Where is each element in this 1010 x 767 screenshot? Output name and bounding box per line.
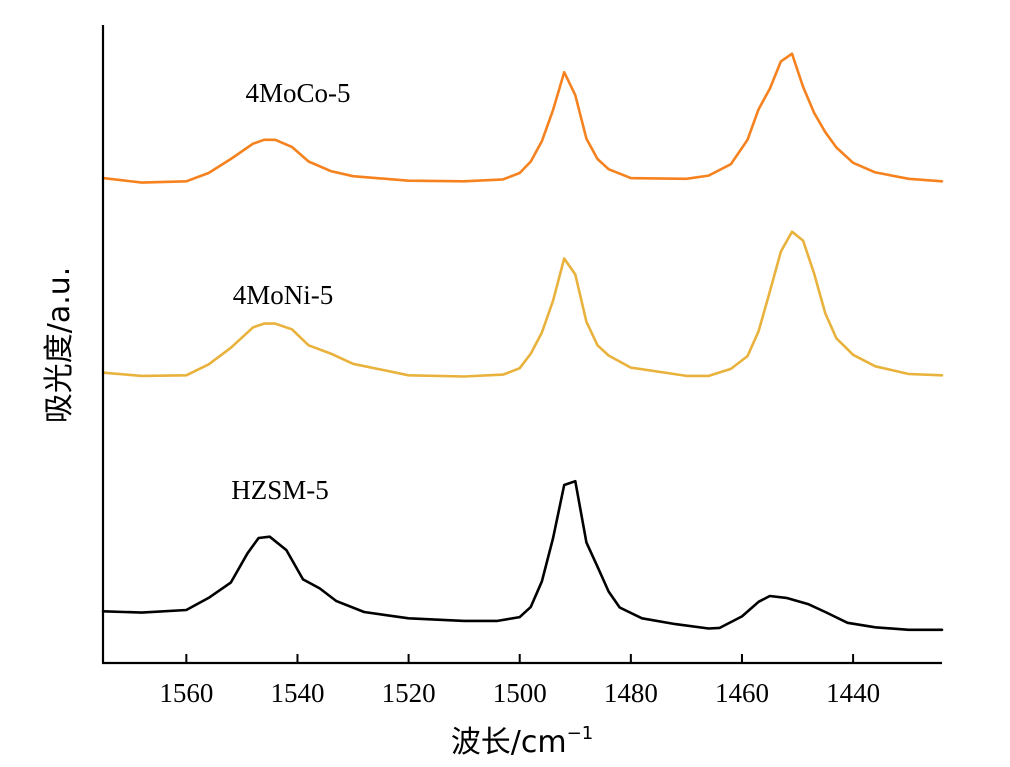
- x-tick-label: 1500: [493, 678, 547, 708]
- series-label-4moni-5: 4MoNi-5: [233, 280, 334, 310]
- x-axis-title-text: 波长/cm: [451, 725, 567, 760]
- x-axis-title-superscript: −1: [567, 723, 594, 744]
- series-labels: 4MoCo-5 4MoNi-5 HZSM-5: [231, 78, 350, 505]
- plot-area: [101, 52, 944, 632]
- x-axis-title: 波长/cm−1: [451, 723, 593, 760]
- x-tick-label: 1440: [826, 678, 880, 708]
- x-tick-label: 1520: [382, 678, 436, 708]
- x-tick-label: 1540: [270, 678, 324, 708]
- x-tick-label: 1460: [715, 678, 769, 708]
- series-line-hzsm-5: [101, 479, 944, 632]
- series-label-hzsm-5: HZSM-5: [231, 475, 329, 505]
- series-line-4moni-5: [101, 230, 944, 378]
- x-axis-ticks: 1560 1540 1520 1500 1480 1460 1440: [159, 654, 880, 708]
- x-tick-label: 1560: [159, 678, 213, 708]
- y-axis-title: 吸光度/a.u.: [42, 267, 77, 424]
- x-tick-label: 1480: [604, 678, 658, 708]
- series-line-4moco-5: [101, 52, 944, 184]
- series-label-4moco-5: 4MoCo-5: [245, 78, 350, 108]
